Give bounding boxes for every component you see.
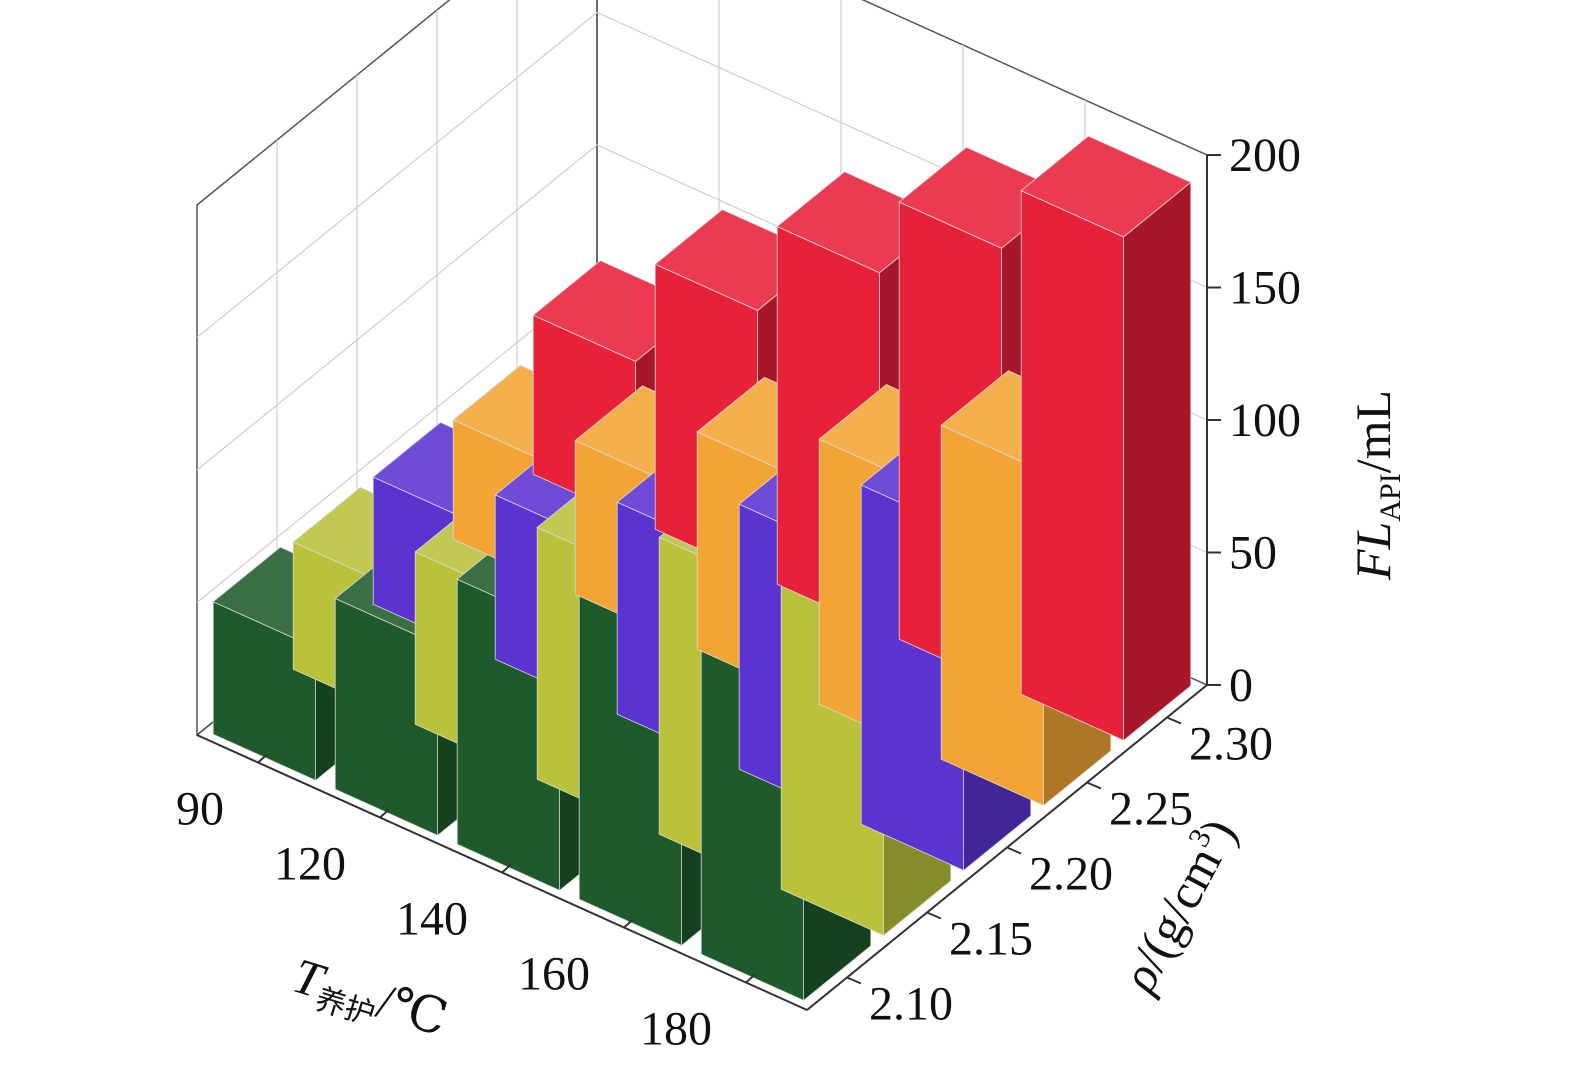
y-tick-label: 2.15 [949, 913, 1033, 966]
y-tick [1006, 846, 1022, 855]
bar-face-side [1123, 181, 1192, 742]
x-tick-label: 140 [396, 893, 468, 946]
x-axis-title-unit: /℃ [371, 973, 454, 1047]
x-tick-label: 90 [176, 783, 224, 836]
x-tick-label: 160 [518, 948, 590, 1001]
y-tick [1166, 716, 1182, 725]
y-tick [926, 911, 942, 920]
z-tick-label: 50 [1229, 527, 1277, 580]
z-axis-title-sub: API [1374, 473, 1407, 521]
svg-text:T养护/℃: T养护/℃ [285, 947, 454, 1052]
y-tick-label: 2.20 [1029, 848, 1113, 901]
x-tick [501, 863, 512, 874]
y-tick-label: 2.10 [869, 978, 953, 1031]
x-tick-label: 180 [640, 1003, 712, 1056]
x-tick [379, 808, 390, 819]
axes-group: 180 160 140 120 90 2.10 2.15 2.20 2.25 2.30 0 50 100… [176, 129, 1301, 1056]
x-tick-label: 120 [274, 838, 346, 891]
bar [1020, 135, 1192, 742]
bar-face-top [1020, 135, 1192, 238]
bar-group [212, 135, 1192, 1002]
y-tick [1086, 781, 1102, 790]
y-axis-title-unit: /(g/cm [1122, 837, 1233, 979]
x-tick [745, 973, 756, 984]
x-tick [623, 918, 634, 929]
z-axis-title: FLAPI/mL [1345, 390, 1407, 581]
z-tick-label: 150 [1229, 262, 1301, 315]
z-tick-label: 200 [1229, 129, 1301, 182]
x-tick [257, 753, 268, 764]
y-tick-label: 2.30 [1189, 718, 1273, 771]
y-tick-label: 2.25 [1109, 783, 1193, 836]
x-axis-title-sub: 养护 [312, 983, 379, 1032]
bar-face-front [1020, 190, 1124, 742]
y-tick [846, 976, 862, 985]
x-axis-title: T养护/℃ [285, 947, 454, 1052]
z-axis-title-unit: /mL [1345, 390, 1401, 473]
svg-text:ρ/(g/cm3): ρ/(g/cm3) [1108, 809, 1247, 1002]
y-axis-title: ρ/(g/cm3) [1108, 809, 1247, 1002]
z-axis-title-main: FL [1345, 522, 1401, 581]
svg-text:FLAPI/mL: FLAPI/mL [1345, 390, 1407, 581]
z-tick-label: 100 [1229, 394, 1301, 447]
z-tick-label: 0 [1229, 659, 1253, 712]
